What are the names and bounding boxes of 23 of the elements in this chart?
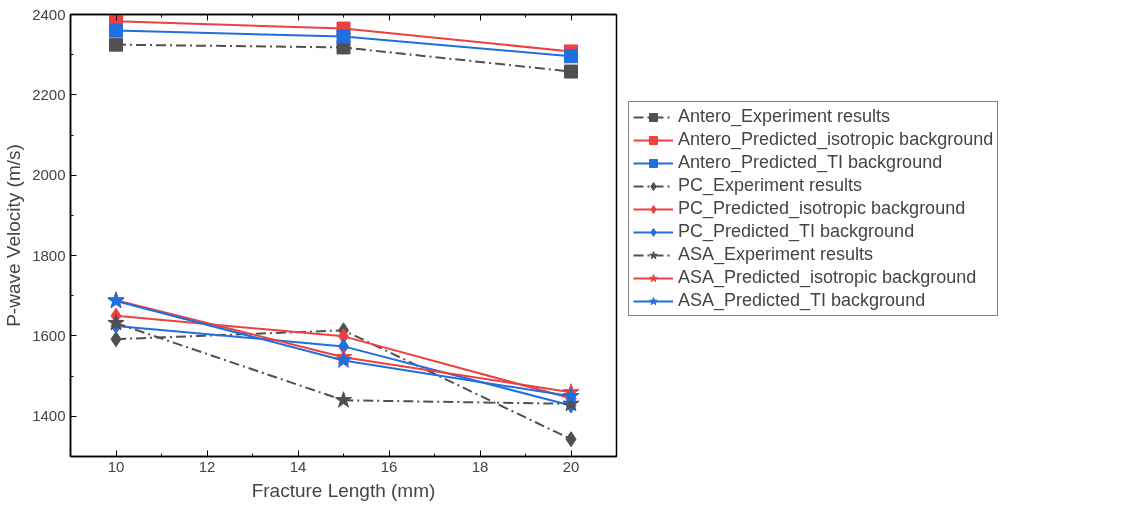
legend-label: ASA_Predicted_TI background <box>678 290 926 311</box>
y-tick-label: 2000 <box>32 166 66 184</box>
y-tick-label: 1800 <box>32 246 66 264</box>
x-tick-label: 12 <box>198 457 216 475</box>
legend-label: PC_Experiment results <box>678 175 863 196</box>
legend-label: ASA_Predicted_isotropic background <box>678 267 977 288</box>
y-tick-label: 1400 <box>32 407 66 425</box>
y-tick-label: 2400 <box>32 5 66 23</box>
y-tick-label: 2200 <box>32 85 66 103</box>
legend-label: Antero_Predicted_TI background <box>678 152 943 173</box>
x-tick-label: 20 <box>562 457 580 475</box>
x-axis-title: Fracture Length (mm) <box>251 479 436 501</box>
legend-label: ASA_Experiment results <box>678 244 874 265</box>
x-tick-label: 16 <box>380 457 398 475</box>
y-axis-title: P-wave Velocity (m/s) <box>3 144 25 327</box>
legend-label: Antero_Predicted_isotropic background <box>678 129 994 150</box>
x-tick-label: 10 <box>107 457 125 475</box>
x-tick-label: 14 <box>289 457 307 475</box>
legend-label: PC_Predicted_isotropic background <box>678 198 966 219</box>
y-tick-label: 1600 <box>32 326 66 344</box>
legend-label: PC_Predicted_TI background <box>678 221 915 242</box>
legend-label: Antero_Experiment results <box>678 106 891 127</box>
x-tick-label: 18 <box>471 457 489 475</box>
